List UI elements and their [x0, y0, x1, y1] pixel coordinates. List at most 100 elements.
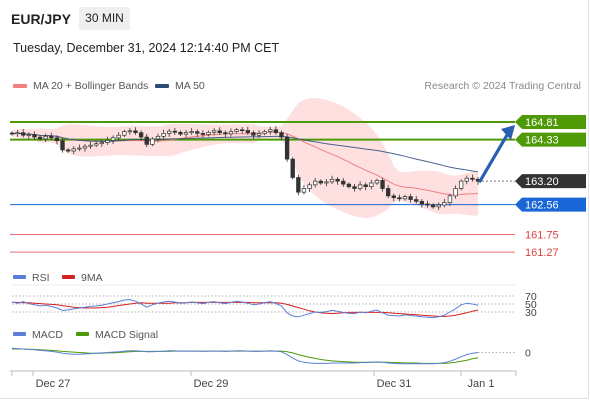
- rsi-level-label-30: 30: [525, 307, 537, 319]
- candle-body: [94, 143, 99, 146]
- candle-body: [380, 180, 385, 189]
- x-tick-label: Dec 29: [194, 378, 229, 390]
- macd-signal-swatch: [76, 332, 89, 336]
- forecast-arrow-head: [501, 125, 515, 141]
- candle-body: [273, 129, 279, 134]
- ma9-legend-label: 9MA: [81, 272, 103, 284]
- candle-body: [442, 202, 447, 206]
- macd-legend-label: MACD: [32, 329, 63, 341]
- candle-body: [32, 134, 37, 138]
- candle-body: [9, 132, 15, 135]
- candle-body: [105, 140, 110, 143]
- candle-body: [122, 131, 127, 136]
- candle-body: [223, 132, 228, 135]
- level-label-164-33: 164.33: [525, 135, 559, 147]
- candle-body: [374, 180, 380, 184]
- candle-body: [268, 129, 273, 132]
- candle-body: [71, 148, 76, 152]
- rsi-level-label-50: 50: [525, 299, 537, 311]
- candle-body: [54, 137, 60, 142]
- candle-body: [385, 188, 391, 197]
- candle-body: [464, 177, 469, 182]
- candle-body: [470, 177, 475, 180]
- candle-body: [82, 145, 88, 149]
- candle-body: [167, 130, 172, 134]
- candle-body: [65, 149, 71, 152]
- candle-body: [341, 180, 346, 185]
- level-label-163-20: 163.20: [525, 176, 559, 188]
- candle-body: [262, 131, 267, 134]
- candle-body: [335, 178, 340, 182]
- candle-body: [290, 158, 295, 178]
- candle-body: [234, 129, 239, 132]
- candle-body: [453, 188, 458, 197]
- level-tag-164-33: [515, 132, 586, 147]
- candle-body: [49, 135, 54, 139]
- symbol-label: EUR/JPY: [11, 11, 71, 27]
- candle-body: [369, 182, 374, 188]
- ma20-swatch: [13, 84, 27, 88]
- candle-body: [425, 203, 430, 206]
- candle-body: [211, 130, 217, 133]
- candle-body: [155, 135, 161, 140]
- candle-body: [447, 195, 453, 203]
- candle-body: [26, 134, 32, 136]
- legend-ma20-label: MA 20 + Bollinger Bands: [33, 80, 149, 92]
- level-tag-162-56: [515, 197, 586, 212]
- level-label-164-81: 164.81: [525, 117, 559, 129]
- macd-swatch: [13, 332, 26, 336]
- macd-signal-legend-label: MACD Signal: [95, 329, 158, 341]
- credit-label: Research © 2024 Trading Central: [424, 80, 581, 92]
- candle-body: [346, 183, 352, 188]
- datetime-label: Tuesday, December 31, 2024 12:14:40 PM C…: [13, 41, 280, 55]
- candle-body: [15, 132, 20, 135]
- level-label-161-27: 161.27: [525, 247, 559, 259]
- candle-body: [200, 133, 206, 135]
- candle-body: [324, 181, 329, 184]
- candle-body: [256, 133, 262, 136]
- candle-body: [150, 138, 155, 145]
- candle-body: [352, 186, 357, 189]
- candle-body: [458, 180, 464, 189]
- chart-header: EUR/JPY 30 MIN: [0, 0, 590, 36]
- candle-body: [195, 131, 200, 134]
- candle-body: [77, 147, 82, 150]
- candle-body: [144, 136, 149, 145]
- forecast-arrow-shaft: [478, 133, 509, 183]
- candle-body: [397, 197, 402, 200]
- candle-body: [88, 144, 93, 147]
- bollinger-band: [12, 98, 478, 219]
- timeframe-button[interactable]: 30 MIN: [79, 7, 130, 30]
- candle-body: [357, 184, 363, 189]
- level-label-161-75: 161.75: [525, 229, 559, 241]
- candle-body: [391, 195, 396, 199]
- candle-body: [133, 130, 138, 134]
- candle-body: [183, 132, 189, 135]
- candle-body: [110, 137, 116, 141]
- macd-line: [11, 347, 479, 365]
- candle-body: [414, 199, 419, 202]
- candle-body: [240, 129, 245, 132]
- ma9-line: [12, 301, 479, 317]
- candle-body: [318, 180, 323, 184]
- rsi-line: [11, 299, 479, 319]
- x-tick-label: Dec 27: [36, 378, 71, 390]
- candle-body: [138, 132, 144, 138]
- legend-ma50: MA 50: [155, 80, 205, 92]
- legend-ma20: MA 20 + Bollinger Bands: [13, 80, 148, 92]
- level-tag-163-20: [515, 174, 586, 189]
- candle-body: [60, 140, 65, 151]
- candle-body: [21, 132, 26, 136]
- legend-ma50-label: MA 50: [175, 80, 205, 92]
- candle-body: [217, 130, 222, 134]
- ma50-swatch: [155, 84, 169, 88]
- candle-body: [279, 132, 284, 138]
- candle-body: [189, 131, 194, 134]
- candle-body: [408, 196, 413, 200]
- candle-body: [430, 204, 436, 208]
- x-tick-label: Jan 1: [468, 378, 495, 390]
- candle-body: [313, 180, 318, 186]
- rsi-swatch: [13, 275, 26, 279]
